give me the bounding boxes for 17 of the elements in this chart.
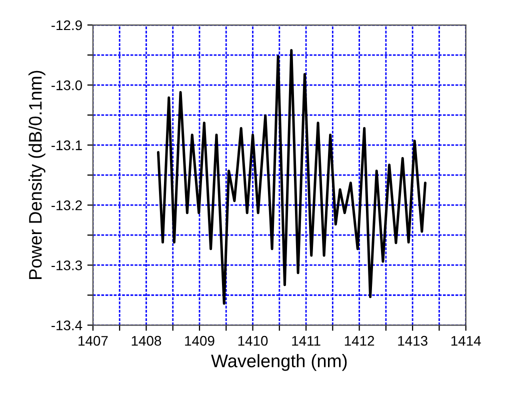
x-tick-label: 1407: [78, 336, 108, 346]
x-tick-label: 1408: [132, 336, 162, 346]
x-tick-label: 1411: [292, 336, 320, 346]
y-tick-label: -13.1: [52, 140, 82, 150]
line-series: [156, 48, 426, 305]
y-tick-label: -13.4: [52, 320, 82, 330]
x-tick-label: 1413: [398, 336, 428, 346]
x-tick-label: 1410: [238, 336, 268, 346]
x-tick-label: 1412: [344, 336, 374, 346]
x-tick-label: 1414: [451, 336, 481, 346]
x-axis-title: Wavelength (nm): [211, 354, 347, 371]
y-axis-title: Power Density (dB/0.1nm): [28, 70, 46, 279]
y-tick-label: -13.2: [52, 200, 82, 210]
y-tick-label: -13.3: [52, 260, 82, 270]
x-tick-label: 1409: [185, 336, 214, 346]
y-tick-label: -12.9: [52, 20, 82, 30]
y-tick-label: -13.0: [52, 80, 82, 90]
